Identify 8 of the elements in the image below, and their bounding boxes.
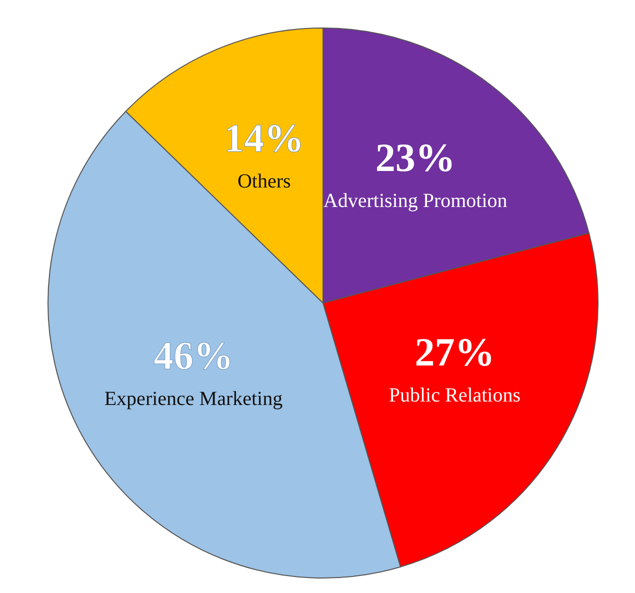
slice-label: Others — [237, 170, 291, 193]
slice-label: Public Relations — [388, 384, 521, 406]
data-label: 14% — [224, 116, 304, 161]
data-label: 23% — [375, 135, 456, 180]
data-label: 46% — [153, 333, 234, 378]
slice-label: Advertising Promotion — [323, 190, 508, 212]
slice-label: Experience Marketing — [104, 388, 283, 410]
data-label: 27% — [414, 329, 495, 374]
